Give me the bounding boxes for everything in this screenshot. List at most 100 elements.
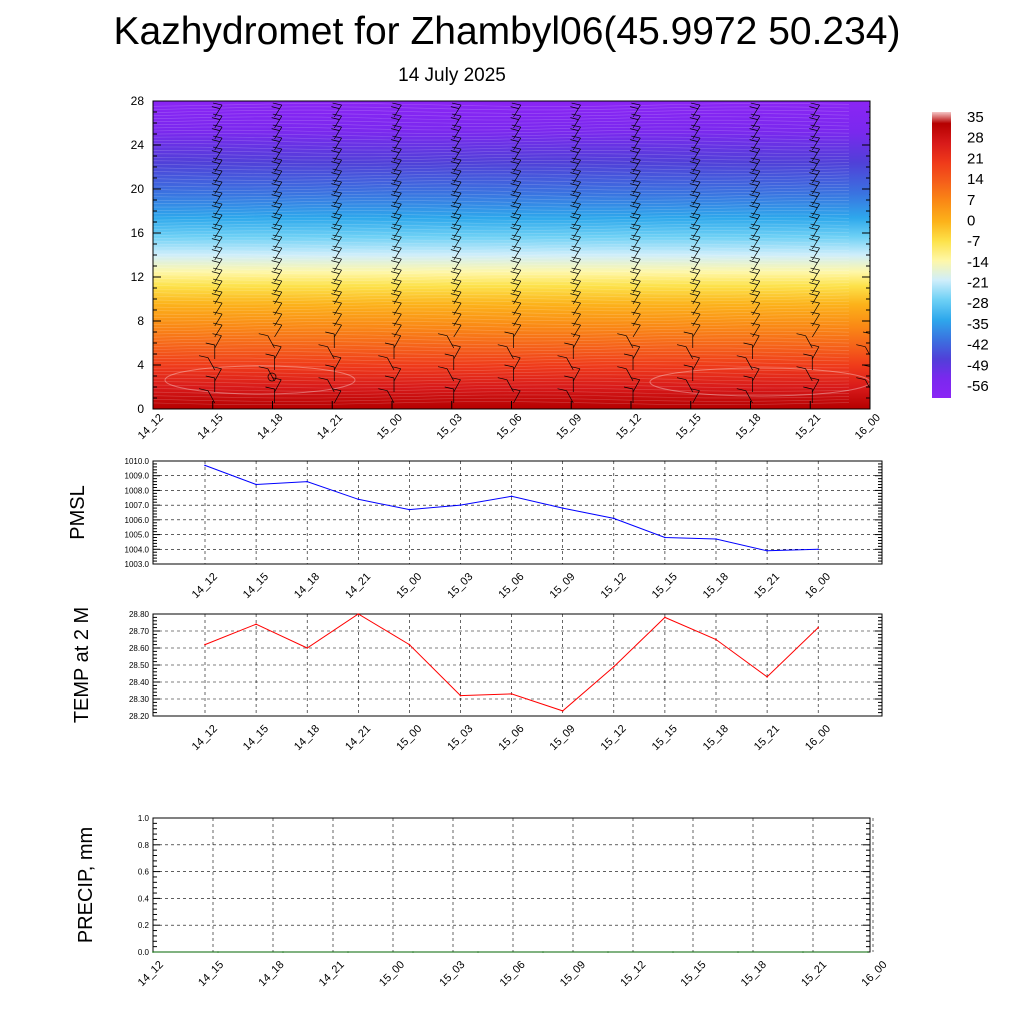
colorbar-label: -56 [967, 378, 989, 395]
y-tick-label: 4 [137, 358, 144, 372]
contour-line [153, 247, 850, 251]
wind-barb [453, 291, 462, 305]
wind-barb-flag [392, 322, 402, 326]
contour-line [153, 126, 850, 131]
wind-barb-flag [213, 124, 223, 128]
contour-line [153, 253, 849, 258]
wind-barb [692, 302, 701, 316]
wind-barb [632, 280, 641, 294]
wind-barb-flag [450, 139, 459, 142]
wind-barb [872, 248, 879, 260]
data-point [459, 694, 462, 697]
wind-barb-flag [689, 194, 698, 197]
wind-barb-flag [198, 355, 209, 359]
colorbar-label: 28 [967, 130, 984, 147]
wind-barb-flag [451, 377, 461, 381]
wind-barb-flag [691, 245, 701, 249]
wind-barb [872, 193, 879, 205]
wind-barb-flag [452, 267, 462, 271]
wind-barb-flag [392, 201, 402, 205]
wind-barb-flag [378, 355, 388, 359]
wind-barb [752, 368, 760, 382]
wind-barb-flag [809, 139, 818, 142]
wind-barb [745, 357, 753, 371]
data-point [255, 483, 257, 486]
wind-barb-flag [750, 245, 760, 249]
wind-barb-flag [331, 388, 342, 392]
wind-barb-flag [870, 290, 879, 292]
wind-barb-flag [497, 377, 507, 381]
wind-barb [274, 280, 283, 294]
wind-barb-flag [570, 205, 579, 208]
wind-barb-flag [272, 146, 282, 150]
contour-line [153, 381, 850, 385]
wind-barb-flag [631, 267, 641, 271]
colorbar-label: 21 [967, 150, 984, 167]
wind-barb [506, 379, 514, 393]
wind-barb-flag [691, 256, 701, 260]
wind-barb [453, 258, 462, 272]
wind-barb [453, 170, 462, 184]
wind-barb-flag [809, 106, 818, 109]
contour-line [153, 220, 850, 225]
contour-line [153, 160, 850, 164]
wind-barb [805, 368, 813, 382]
wind-barb-flag [631, 311, 641, 315]
wind-barb [333, 159, 342, 173]
wind-barb-flag [213, 223, 223, 227]
wind-barb-flag [570, 139, 579, 142]
wind-barb [872, 160, 879, 172]
wind-barb-flag [570, 128, 579, 131]
wind-barb [872, 127, 879, 139]
x-tick-label: 15_00 [377, 959, 407, 989]
wind-barb-flag [452, 179, 462, 183]
wind-barb-flag [511, 135, 521, 139]
y-tick-label: 28.20 [129, 712, 150, 721]
wind-barb-flag [331, 355, 342, 359]
wind-barb-flag [331, 205, 340, 208]
wind-barb-flag [810, 256, 820, 260]
wind-barb-flag [810, 300, 820, 304]
wind-barb-flag [570, 161, 579, 164]
y-axis-label: TEMP at 2 M [71, 607, 93, 723]
wind-barb-flag [452, 278, 462, 282]
wind-barb-flag [504, 364, 514, 368]
contour-line [153, 377, 850, 382]
wind-barb-flag [691, 124, 701, 128]
wind-barb-flag [623, 353, 634, 357]
wind-barb [393, 269, 402, 283]
wind-barb [214, 324, 223, 338]
wind-barb [572, 126, 581, 140]
colorbar: 35 28 21 14 7 0 -7 -14 -21 -28 -35 -42 -49 -56 [932, 109, 989, 398]
wind-barb-flag [504, 331, 514, 335]
colorbar-label: -7 [967, 233, 980, 250]
wind-barb [805, 335, 813, 349]
wind-barb [393, 137, 402, 151]
x-tick-label: 14_12 [190, 723, 220, 753]
contour-line [153, 280, 850, 285]
wind-barb-flag [332, 157, 342, 161]
wind-barb-flag [272, 344, 282, 348]
wind-barb-flag [691, 113, 701, 117]
wind-barb-flag [750, 124, 760, 128]
wind-barb [214, 313, 223, 327]
wind-barb-flag [571, 234, 581, 238]
wind-barb [267, 368, 275, 382]
wind-barb-flag [631, 289, 641, 293]
colorbar-label: -42 [967, 337, 989, 354]
wind-barb-flag [271, 150, 280, 153]
wind-barb-flag [272, 322, 282, 326]
wind-barb-flag [450, 117, 459, 120]
contour-line [153, 170, 850, 174]
x-tick-label: 16_00 [853, 412, 883, 442]
data-point [817, 626, 819, 629]
wind-barb-flag [452, 124, 462, 128]
contour-line [153, 320, 850, 325]
x-tick-label: 14_21 [317, 959, 347, 989]
wind-barb-flag [392, 311, 402, 315]
wind-barb-flag [870, 103, 879, 105]
wind-barb [632, 148, 641, 162]
wind-barb-flag [332, 113, 342, 117]
y-tick-label: 28 [131, 94, 145, 108]
wind-barb [625, 335, 634, 349]
